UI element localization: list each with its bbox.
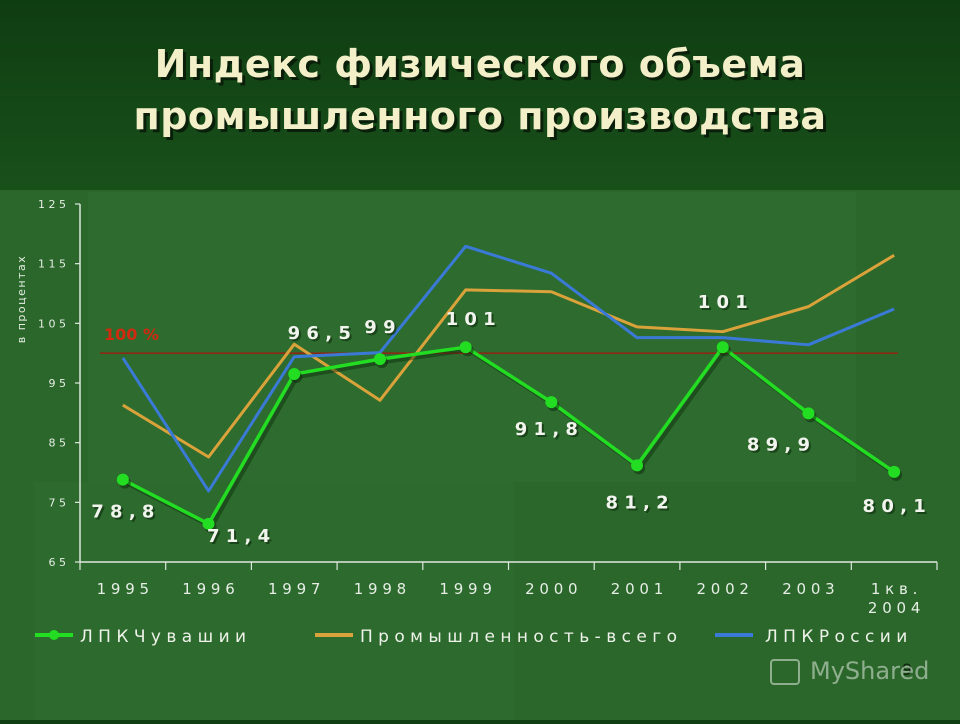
data-label-shadow: 7 8 , 8 bbox=[93, 504, 156, 525]
y-axis-title-group: в процентах bbox=[15, 255, 28, 344]
x-tick-label-line: 2 0 0 3 bbox=[782, 580, 834, 598]
data-labels-group: 7 8 , 87 8 , 87 1 , 47 1 , 49 6 , 59 6 ,… bbox=[91, 292, 928, 549]
x-tick-label: 2 0 0 2 bbox=[697, 580, 749, 598]
data-label: 7 8 , 8 bbox=[91, 502, 154, 523]
legend-marker bbox=[49, 630, 59, 640]
watermark-text: MyShared bbox=[810, 657, 930, 685]
x-tick-label-line: 1 9 9 7 bbox=[268, 580, 320, 598]
data-label: 9 6 , 5 bbox=[288, 323, 351, 344]
plot-panel-glow bbox=[88, 192, 856, 482]
data-point bbox=[716, 341, 729, 354]
reference-line-label: 100 % bbox=[104, 325, 159, 344]
series-line-0 bbox=[122, 345, 896, 526]
data-label-shadow: 9 1 , 8 bbox=[517, 421, 580, 442]
x-tick-label: 1 9 9 8 bbox=[354, 580, 406, 598]
y-tick-label: 7 5 bbox=[49, 496, 67, 509]
x-tick-label-line: 1 9 9 9 bbox=[439, 580, 491, 598]
presentation-icon bbox=[770, 659, 800, 685]
data-point bbox=[802, 407, 815, 420]
data-label: 9 1 , 8 bbox=[515, 419, 578, 440]
x-tick-label-line: 1 к в . bbox=[871, 580, 918, 598]
x-tick-label-line: 2 0 0 1 bbox=[611, 580, 663, 598]
x-tick-label: 2 0 0 0 bbox=[525, 580, 577, 598]
data-label: 7 1 , 4 bbox=[207, 526, 270, 547]
data-point bbox=[288, 368, 301, 381]
x-tick-label: 1 9 9 5 bbox=[97, 580, 149, 598]
x-tick-label: 2 0 0 1 bbox=[611, 580, 663, 598]
line-chart: в процентах 6 5 7 5 8 5 9 5 1 0 5 1 1 5 1 2 5 1… bbox=[0, 190, 960, 720]
data-point bbox=[373, 353, 386, 366]
x-tick-label: 1 к в .2 0 0 4 bbox=[868, 580, 920, 617]
x-tick-label-line: 1 9 9 6 bbox=[182, 580, 234, 598]
x-tick-label-line: 2 0 0 0 bbox=[525, 580, 577, 598]
y-tick-label: 9 5 bbox=[49, 377, 67, 390]
data-label: 9 9 bbox=[364, 317, 395, 338]
x-tick-label: 1 9 9 7 bbox=[268, 580, 320, 598]
data-label: 8 9 , 9 bbox=[747, 434, 810, 455]
data-point bbox=[202, 517, 215, 530]
y-tick-label: 8 5 bbox=[49, 437, 67, 450]
y-tick-label: 1 1 5 bbox=[38, 258, 66, 271]
page-title: Индекс физического объема промышленного … bbox=[0, 38, 960, 142]
x-tick-label-line: 2 0 0 2 bbox=[697, 580, 749, 598]
reference-line-group: 100 % bbox=[100, 325, 898, 354]
legend-label-1: П р о м ы ш л е н н о с т ь - в с е г о bbox=[360, 627, 677, 647]
page-number: 9 bbox=[902, 660, 913, 679]
x-tick-label: 1 9 9 9 bbox=[439, 580, 491, 598]
data-label: 8 0 , 1 bbox=[863, 496, 926, 517]
x-tick-label-line: 2 0 0 4 bbox=[868, 599, 920, 617]
data-point bbox=[459, 341, 472, 354]
x-tick-label: 2 0 0 3 bbox=[782, 580, 834, 598]
legend-label-2: Л П К Р о с с и и bbox=[765, 627, 907, 647]
data-point bbox=[888, 465, 901, 478]
data-label-shadow: 1 0 1 bbox=[700, 294, 750, 315]
data-label-shadow: 8 9 , 9 bbox=[749, 436, 812, 457]
data-label-shadow: 9 6 , 5 bbox=[290, 325, 353, 346]
data-label-shadow: 8 1 , 2 bbox=[607, 494, 670, 515]
series-line-2 bbox=[121, 244, 895, 493]
chart-panel: в процентах 6 5 7 5 8 5 9 5 1 0 5 1 1 5 1 2 5 1… bbox=[0, 190, 960, 720]
y-tick-label: 6 5 bbox=[49, 556, 67, 569]
x-tick-label-line: 1 9 9 5 bbox=[97, 580, 149, 598]
data-point bbox=[116, 473, 129, 486]
y-axis-title: в процентах bbox=[15, 255, 28, 344]
data-label: 1 0 1 bbox=[446, 309, 496, 330]
series-line-1 bbox=[122, 254, 895, 459]
y-tick-label: 1 0 5 bbox=[38, 317, 66, 330]
data-label: 8 1 , 2 bbox=[605, 492, 668, 513]
title-line-1: Индекс физического объема bbox=[154, 42, 806, 86]
title-line-2: промышленного производства bbox=[133, 94, 827, 138]
data-label-shadow: 7 1 , 4 bbox=[209, 528, 272, 549]
watermark-logo: MyShared bbox=[770, 655, 940, 695]
x-tick-label-line: 1 9 9 8 bbox=[354, 580, 406, 598]
data-label-shadow: 8 0 , 1 bbox=[865, 498, 928, 519]
series-group bbox=[116, 244, 903, 533]
data-point bbox=[545, 396, 558, 409]
chart-axes: 6 5 7 5 8 5 9 5 1 0 5 1 1 5 1 2 5 1 9 9 5 1 9 9 … bbox=[38, 198, 938, 617]
y-tick-label: 1 2 5 bbox=[38, 198, 66, 211]
legend-label-0: Л П К Ч у в а ш и и bbox=[80, 627, 246, 647]
data-point bbox=[631, 459, 644, 472]
data-label-shadow: 9 9 bbox=[366, 319, 397, 340]
data-label-shadow: 1 0 1 bbox=[448, 311, 498, 332]
x-tick-label: 1 9 9 6 bbox=[182, 580, 234, 598]
data-label: 1 0 1 bbox=[698, 292, 748, 313]
plot-panel-lower bbox=[34, 482, 514, 720]
